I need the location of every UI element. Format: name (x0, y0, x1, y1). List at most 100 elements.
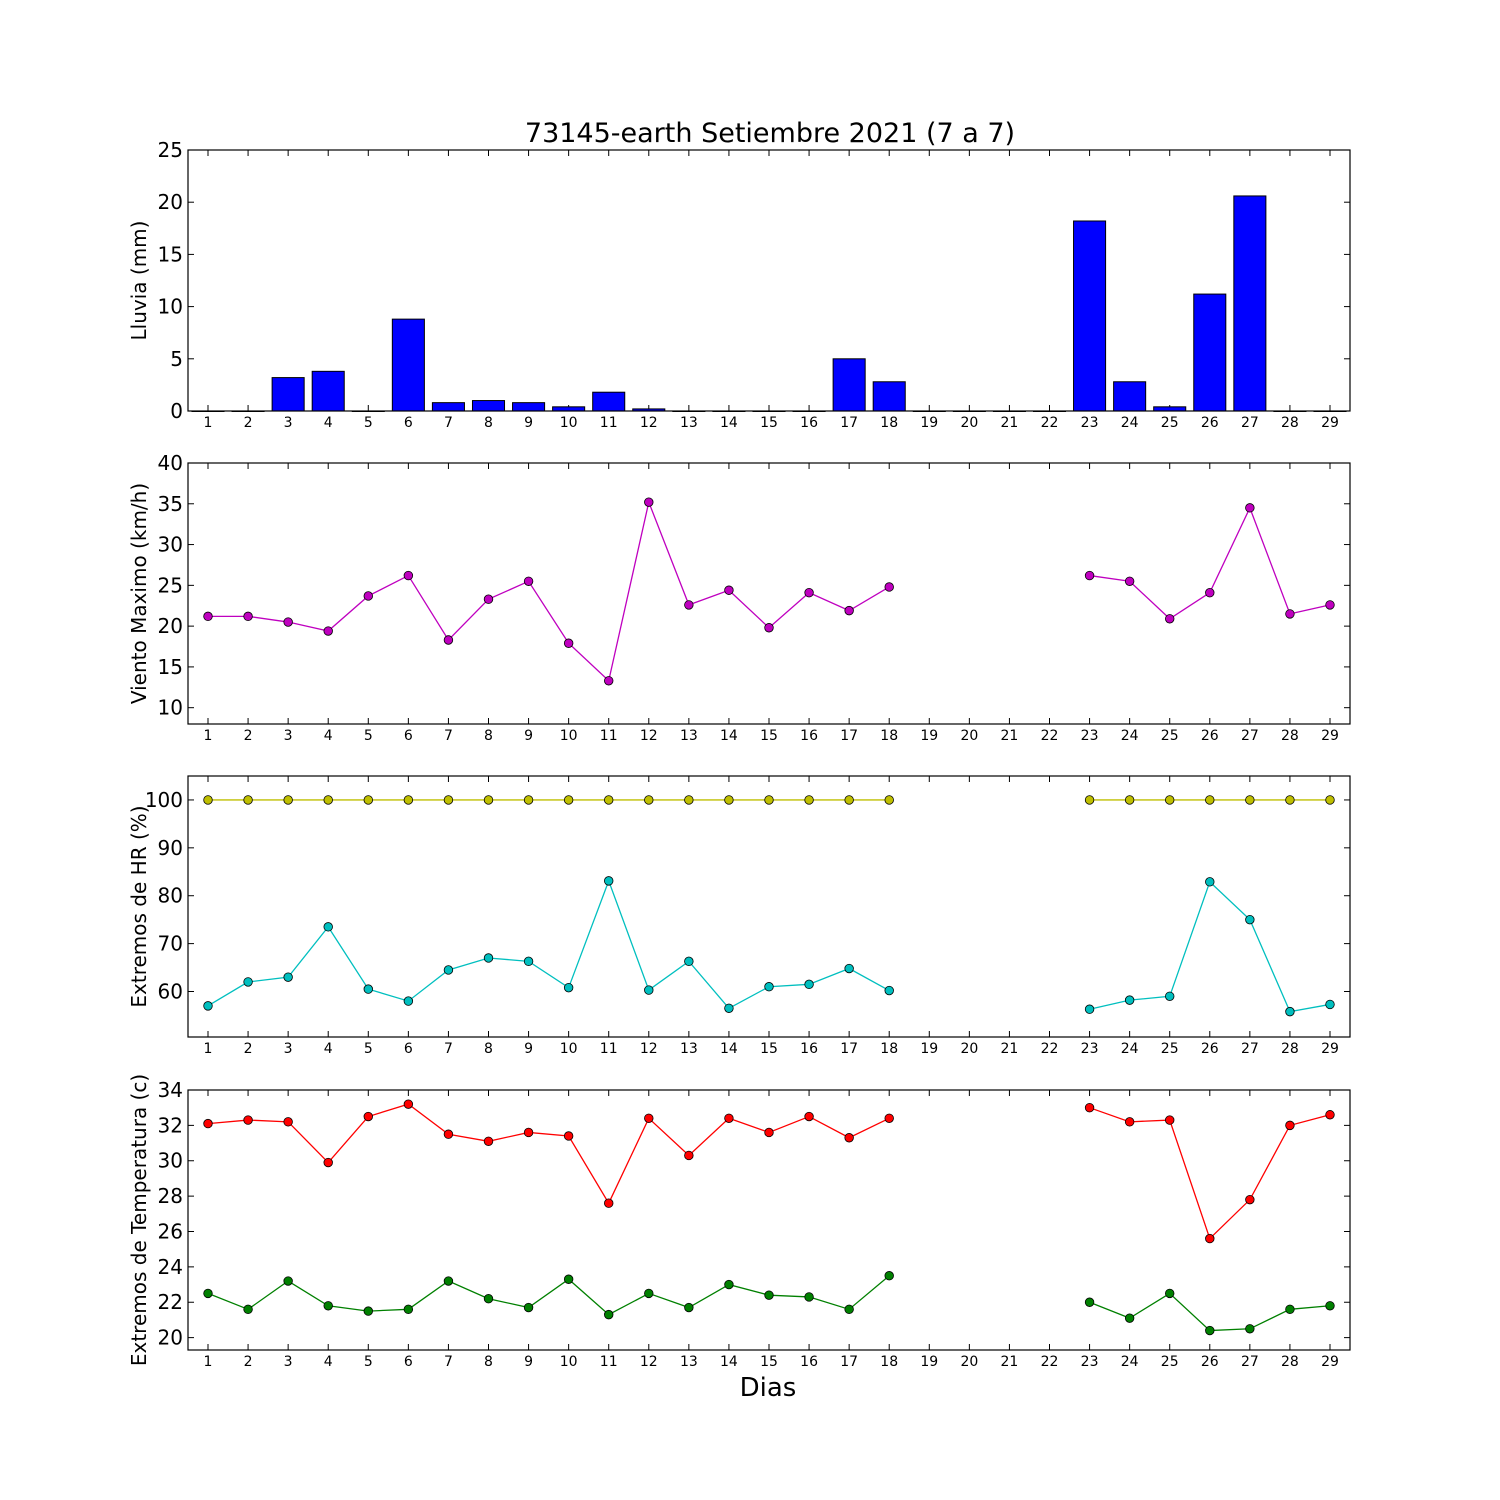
y-tick-label: 5 (170, 347, 183, 371)
bar-day-3 (271, 377, 305, 412)
point-day-5 (363, 795, 373, 805)
point-day-12 (644, 1288, 654, 1299)
x-tick-label: 7 (444, 1354, 453, 1370)
point-day-23 (1084, 1004, 1095, 1014)
x-tick-label: 18 (880, 728, 898, 744)
x-tick-label: 10 (560, 728, 578, 744)
point-day-12 (644, 795, 654, 805)
x-tick-label: 19 (920, 728, 938, 744)
point-day-16 (804, 979, 814, 990)
x-tick-label: 6 (404, 728, 413, 744)
x-tick-label: 15 (760, 415, 778, 431)
x-tick-label: 26 (1201, 415, 1219, 431)
point-day-3 (283, 617, 293, 627)
y-tick-label: 60 (158, 980, 183, 1004)
x-tick-label: 27 (1241, 728, 1259, 744)
x-tick-label: 5 (364, 415, 373, 431)
point-day-16 (804, 587, 814, 598)
plot-frame (187, 149, 1351, 412)
y-tick-label: 70 (158, 932, 183, 956)
x-tick-label: 16 (800, 1354, 818, 1370)
point-day-16 (804, 795, 814, 805)
point-day-5 (363, 1111, 373, 1122)
bar-day-11 (592, 391, 626, 412)
x-tick-label: 9 (524, 728, 533, 744)
x-tick-label: 1 (204, 728, 213, 744)
point-day-23 (1084, 1297, 1095, 1307)
x-tick-label: 29 (1321, 1041, 1339, 1057)
x-tick-label: 7 (444, 728, 453, 744)
x-tick-label: 10 (560, 415, 578, 431)
point-day-25 (1165, 795, 1175, 805)
point-day-29 (1325, 1110, 1335, 1120)
point-day-18 (884, 582, 894, 592)
x-tick-label: 18 (880, 1354, 898, 1370)
point-day-4 (323, 922, 333, 932)
x-tick-label: 13 (680, 415, 698, 431)
x-tick-label: 27 (1241, 415, 1259, 431)
x-tick-label: 1 (204, 415, 213, 431)
bar-day-9 (512, 402, 546, 412)
point-day-25 (1165, 614, 1175, 624)
y-tick-label: 35 (158, 492, 183, 516)
x-tick-label: 13 (680, 1354, 698, 1370)
point-day-16 (804, 1292, 814, 1302)
x-tick-label: 3 (284, 728, 293, 744)
x-tick-label: 29 (1321, 1354, 1339, 1370)
point-day-6 (403, 996, 414, 1006)
x-tick-label: 23 (1081, 1041, 1099, 1057)
x-tick-label: 17 (840, 728, 858, 744)
x-tick-label: 23 (1081, 415, 1099, 431)
y-tick-label: 30 (158, 533, 183, 557)
x-tick-label: 25 (1161, 1354, 1179, 1370)
point-day-10 (563, 795, 574, 805)
x-tick-label: 8 (484, 728, 493, 744)
x-tick-label: 21 (1001, 728, 1019, 744)
point-day-24 (1124, 1117, 1135, 1127)
point-day-7 (443, 1129, 454, 1139)
point-day-29 (1325, 600, 1335, 610)
point-day-8 (483, 953, 494, 963)
y-axis-label: Extremos de Temperatura (c) (127, 1074, 151, 1366)
series-line-1 (207, 1275, 1331, 1332)
bar-day-17 (832, 358, 866, 412)
point-day-24 (1124, 1313, 1135, 1323)
plot-frame (187, 1089, 1351, 1351)
point-day-16 (804, 1111, 814, 1122)
x-tick-label: 28 (1281, 1041, 1299, 1057)
point-day-6 (403, 1304, 414, 1315)
point-day-18 (884, 1271, 894, 1281)
point-day-26 (1205, 1325, 1215, 1336)
x-tick-label: 9 (524, 1041, 533, 1057)
x-tick-label: 12 (640, 1354, 658, 1370)
point-day-14 (724, 1113, 734, 1123)
point-day-9 (523, 1127, 534, 1138)
point-day-3 (283, 1276, 293, 1286)
point-day-27 (1245, 795, 1255, 805)
x-tick-label: 3 (284, 1354, 293, 1370)
point-day-27 (1245, 914, 1255, 925)
point-day-28 (1285, 1006, 1295, 1017)
x-tick-label: 16 (800, 728, 818, 744)
point-day-9 (523, 1302, 534, 1313)
x-tick-label: 21 (1001, 1354, 1019, 1370)
x-tick-label: 29 (1321, 415, 1339, 431)
point-day-28 (1285, 1120, 1295, 1131)
point-day-9 (523, 795, 534, 805)
x-tick-label: 26 (1201, 728, 1219, 744)
point-day-5 (363, 1306, 373, 1316)
point-day-1 (203, 1001, 213, 1011)
x-tick-label: 17 (840, 1354, 858, 1370)
y-tick-label: 34 (158, 1078, 183, 1102)
point-day-3 (283, 795, 293, 805)
x-tick-label: 8 (484, 415, 493, 431)
point-day-23 (1084, 570, 1095, 581)
point-day-10 (563, 982, 574, 993)
x-tick-label: 25 (1161, 1041, 1179, 1057)
chart-title: 73145-earth Setiembre 2021 (7 a 7) (525, 118, 1015, 149)
point-day-15 (764, 795, 774, 805)
x-tick-label: 28 (1281, 1354, 1299, 1370)
bar-day-27 (1233, 195, 1267, 412)
x-tick-label: 3 (284, 1041, 293, 1057)
point-day-13 (684, 1150, 694, 1161)
